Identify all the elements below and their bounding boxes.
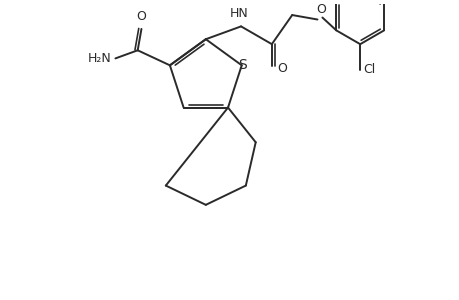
Text: HN: HN (229, 8, 248, 20)
Text: O: O (136, 10, 146, 23)
Text: H₂N: H₂N (88, 52, 111, 65)
Text: O: O (276, 62, 286, 75)
Text: S: S (238, 58, 246, 72)
Text: Cl: Cl (363, 63, 375, 76)
Text: O: O (316, 3, 325, 16)
